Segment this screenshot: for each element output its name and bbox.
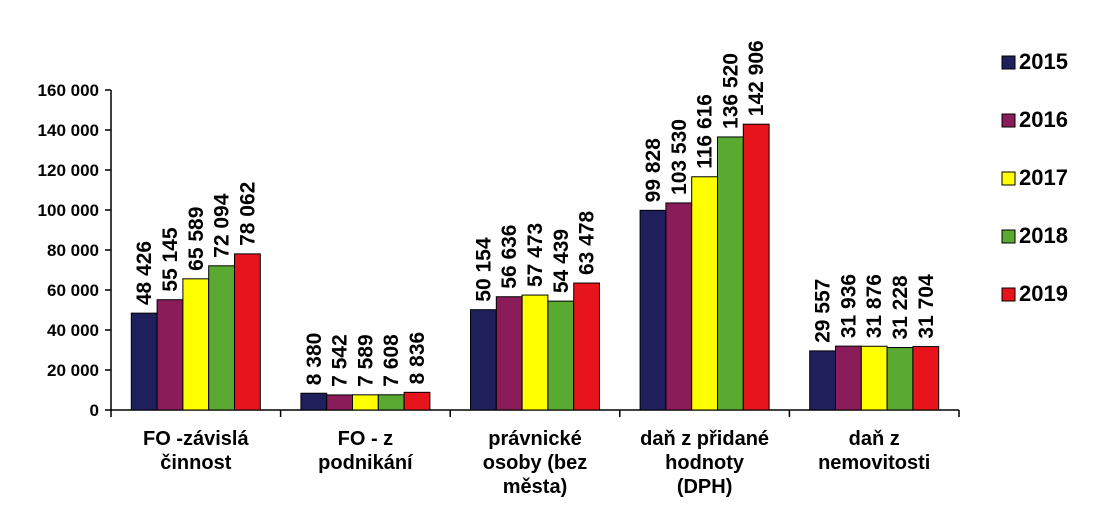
data-label: 31 876 [863,274,886,338]
data-label: 136 520 [719,53,742,129]
category-label: FO - z [338,428,394,450]
legend-label: 2015 [1019,49,1068,74]
y-tick-label: 160 000 [38,81,99,100]
data-label: 50 154 [472,237,495,302]
category-label: (DPH) [677,476,733,498]
bar [182,278,210,411]
data-label: 29 557 [812,279,835,343]
bar [835,345,862,411]
y-tick-label: 140 000 [38,121,99,140]
bar [377,394,405,411]
legend-label: 2019 [1019,281,1068,306]
data-label: 48 426 [133,241,156,305]
data-label: 72 094 [211,193,234,258]
bar [912,346,940,411]
category-label: činnost [160,452,231,474]
data-label: 55 145 [159,227,182,292]
data-label: 103 530 [668,119,691,195]
data-label: 31 228 [889,275,912,340]
bar [470,309,497,411]
y-tick-label: 40 000 [47,321,99,340]
bar [208,265,235,411]
data-label: 8 836 [406,332,429,385]
legend-label: 2018 [1019,223,1068,248]
bar [130,312,158,411]
category-label: daň z přidané [640,428,769,450]
bar [717,136,744,411]
data-label: 56 636 [498,224,521,288]
category-label: podnikání [318,452,414,474]
data-label: 31 704 [915,274,938,339]
category-label: hodnoty [665,452,745,474]
category-label: právnické [488,428,581,450]
bar [809,350,837,411]
legend-swatch [1001,55,1016,70]
data-label: 7 589 [354,334,377,387]
data-label: 63 478 [576,210,599,275]
legend-label: 2017 [1019,165,1068,190]
legend-swatch [1001,229,1016,244]
data-label: 54 439 [550,229,573,293]
category-label: nemovitosti [818,452,930,474]
data-label: 7 542 [329,334,352,387]
bar [521,294,549,411]
legend: 2015 2016 2017 2018 2019 [1001,49,1068,306]
y-tick-label: 100 000 [38,201,99,220]
bar [665,202,693,411]
bars [130,123,940,411]
bar [156,299,184,411]
legend-swatch [1001,113,1016,128]
bar [326,394,354,411]
bar [742,123,770,411]
data-label: 8 380 [303,333,326,386]
bar [886,347,914,411]
data-label: 65 589 [185,207,208,271]
y-tick-label: 60 000 [47,281,99,300]
category-label: osoby (bez [483,452,587,474]
category-label: daň z [849,428,900,450]
data-label: 142 906 [745,40,768,116]
bar [234,253,261,411]
y-tick-label: 120 000 [38,161,99,180]
bar [547,300,575,411]
data-label: 116 616 [694,94,717,169]
legend-label: 2016 [1019,107,1068,132]
category-label: FO -závislá [143,428,249,450]
bar [403,391,431,411]
data-labels: 48 426 55 145 65 589 72 094 78 062 8 380 7 542… [133,40,938,387]
data-label: 31 936 [837,274,860,338]
legend-swatch [1001,171,1016,186]
axes: 0 20 000 40 000 60 000 80 000 100 000 120 000 1… [38,81,960,420]
bar [860,345,888,411]
data-label: 57 473 [524,223,547,287]
legend-swatch [1001,287,1016,302]
bar [639,209,667,411]
category-label: města) [503,476,567,498]
bar [495,296,523,411]
data-label: 78 062 [236,182,259,246]
bar [691,176,719,411]
y-tick-label: 20 000 [47,361,99,380]
bar [573,282,601,411]
y-tick-label: 80 000 [47,241,99,260]
bar [352,394,379,411]
y-tick-label: 0 [90,401,99,420]
data-label: 99 828 [642,138,665,203]
data-label: 7 608 [380,334,403,387]
bar [300,392,328,411]
